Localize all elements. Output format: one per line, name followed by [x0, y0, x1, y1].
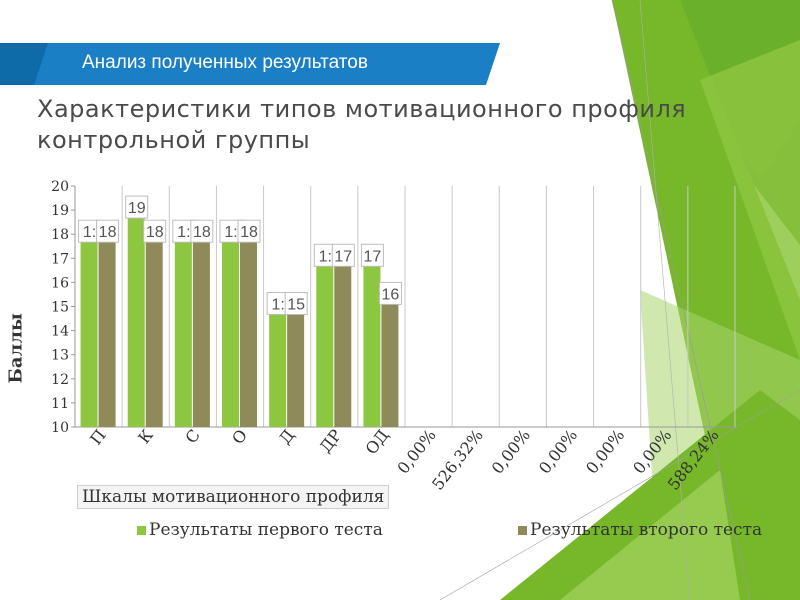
- y-tick-label: 14: [51, 324, 69, 340]
- x-tick-label: 0,00%: [582, 426, 628, 478]
- x-axis-title: Шкалы мотивационного профиля: [77, 485, 390, 509]
- banner-shape: [0, 43, 500, 85]
- bar-series1: [316, 258, 334, 427]
- data-label: 17: [364, 248, 382, 265]
- bar-series2: [98, 234, 116, 427]
- y-tick-label: 15: [51, 300, 69, 316]
- x-tick-label: П: [86, 426, 110, 449]
- data-label: 15: [287, 297, 305, 314]
- bar-series2: [192, 234, 210, 427]
- data-label: 17: [334, 248, 352, 265]
- bar-series1: [222, 234, 239, 427]
- y-tick-label: 11: [51, 396, 69, 412]
- bar-series1: [269, 306, 287, 427]
- data-label: 16: [382, 286, 400, 303]
- x-tick-label: 0,00%: [535, 426, 581, 478]
- x-tick-label: 0,00%: [629, 426, 675, 478]
- x-tick-label: 0,00%: [488, 426, 534, 478]
- data-label: 1:: [177, 224, 190, 241]
- bar-series1: [80, 234, 98, 427]
- y-tick-label: 13: [51, 348, 69, 364]
- y-tick-label: 19: [51, 203, 69, 219]
- deco-line: [611, 0, 751, 600]
- x-tick-label: Д: [275, 426, 298, 448]
- section-title: Анализ полученных результатов: [82, 52, 368, 73]
- data-label: 18: [99, 224, 117, 241]
- bar-series1: [363, 258, 381, 427]
- y-tick-label: 16: [51, 275, 69, 291]
- bar-series2: [287, 306, 305, 427]
- x-tick-label: ДР: [316, 426, 346, 457]
- banner-accent: [0, 43, 48, 85]
- x-tick-label: ОД: [362, 426, 393, 458]
- green-stripe-bottom-light: [560, 470, 740, 600]
- bar-series2: [334, 258, 352, 427]
- data-label-box: [378, 281, 402, 305]
- y-tick-label: 17: [51, 251, 69, 267]
- data-label: 18: [193, 224, 211, 241]
- legend-label-series2: Результаты второго теста: [530, 520, 763, 540]
- legend-swatch-series1: [137, 526, 146, 535]
- legend-swatch-series2: [518, 526, 527, 535]
- page-title: Характеристики типов мотивационного проф…: [37, 95, 687, 154]
- y-tick-label: 20: [51, 179, 69, 195]
- deco-line: [439, 389, 800, 600]
- data-label-box: [284, 292, 308, 315]
- data-label-box: [237, 219, 261, 243]
- data-label: 18: [240, 224, 258, 241]
- y-axis-title: Баллы: [5, 313, 27, 384]
- data-label: 1:: [319, 248, 332, 265]
- x-tick-label: К: [134, 425, 157, 447]
- legend-item-series2: Результаты второго теста: [518, 520, 762, 540]
- data-label-box: [190, 219, 214, 243]
- bar-series2: [145, 234, 163, 427]
- y-tick-label: 18: [51, 227, 69, 243]
- data-label-box: [96, 219, 120, 243]
- data-label-box: [331, 243, 355, 267]
- data-label: 18: [146, 224, 164, 241]
- data-label: 1:: [83, 224, 96, 241]
- data-label-box: [125, 195, 149, 219]
- bar-series1: [174, 234, 192, 427]
- data-label: 19: [128, 200, 146, 217]
- data-label: 1:: [271, 297, 284, 314]
- bar-series2: [381, 282, 399, 427]
- legend-item-series1: Результаты первого теста: [137, 520, 383, 540]
- deco-line: [639, 0, 691, 600]
- x-tick-label: О: [228, 426, 251, 448]
- legend-label-series1: Результаты первого теста: [149, 520, 383, 540]
- green-stripe-bright: [700, 40, 800, 360]
- data-label: 1:: [224, 224, 237, 241]
- bar-series2: [240, 234, 257, 427]
- y-tick-label: 10: [51, 420, 69, 436]
- bar-series1: [127, 210, 145, 427]
- y-tick-label: 12: [51, 372, 69, 388]
- data-label-box: [143, 219, 167, 243]
- x-tick-label: С: [181, 426, 204, 447]
- data-label-box: [360, 243, 384, 267]
- x-tick-label: 0,00%: [393, 426, 439, 478]
